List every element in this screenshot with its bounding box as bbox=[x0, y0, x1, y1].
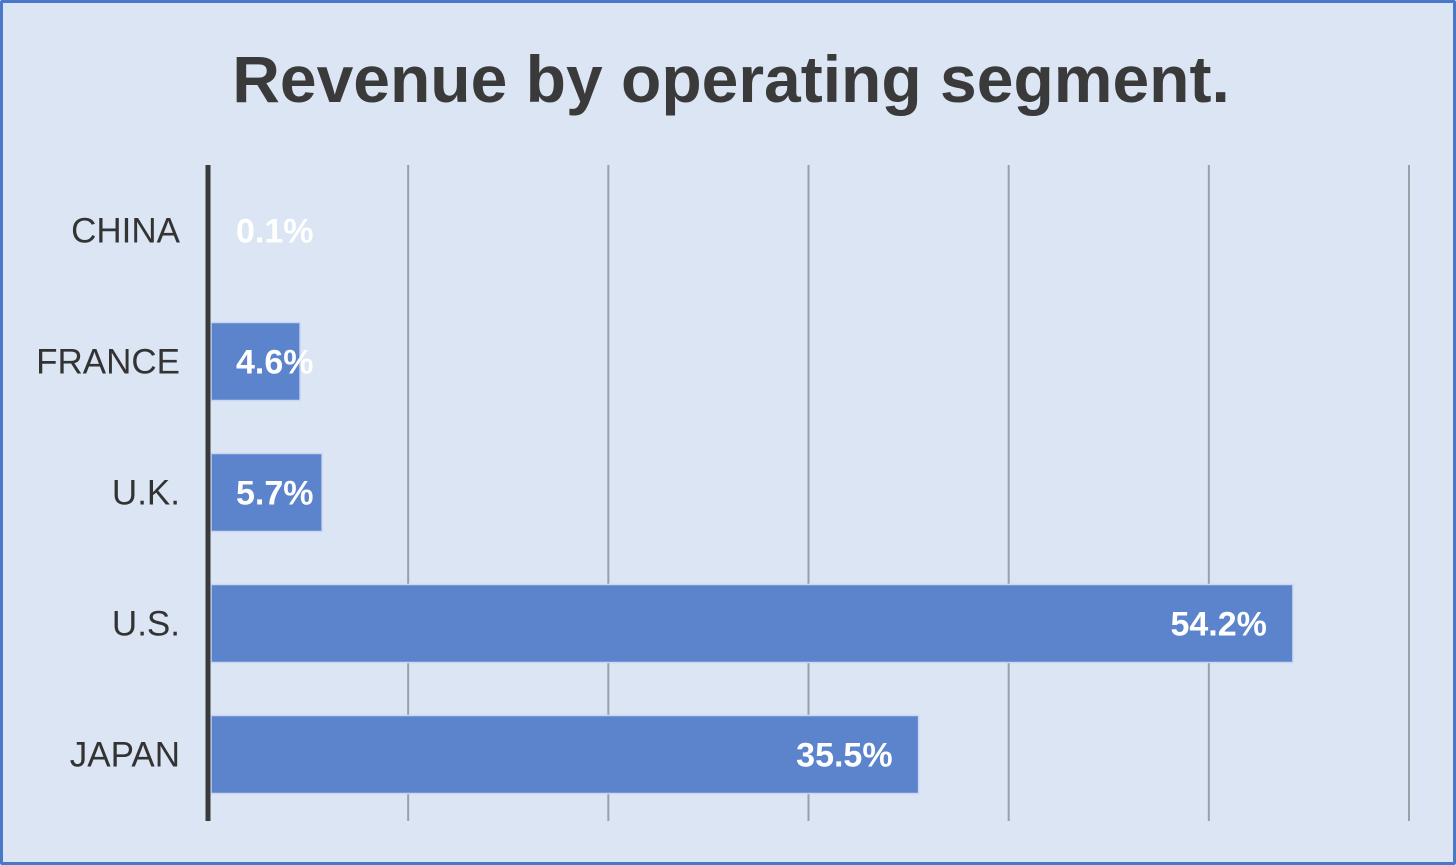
bar bbox=[210, 714, 920, 795]
category-labels: CHINA FRANCE U.K. U.S. JAPAN bbox=[36, 212, 181, 775]
value-label: 5.7% bbox=[236, 475, 314, 513]
value-label: 0.1% bbox=[236, 213, 314, 251]
bars bbox=[210, 321, 1294, 795]
grid-lines bbox=[407, 165, 1410, 821]
value-label: 54.2% bbox=[1170, 606, 1266, 644]
category-label: U.K. bbox=[112, 474, 180, 513]
category-label: U.S. bbox=[112, 605, 180, 644]
value-label: 4.6% bbox=[236, 344, 314, 382]
category-label: CHINA bbox=[71, 212, 181, 251]
bar bbox=[210, 583, 1294, 664]
category-label: JAPAN bbox=[70, 736, 180, 775]
bar-chart: CHINA FRANCE U.K. U.S. JAPAN 0.1% 4.6% 5.7% 54.… bbox=[36, 165, 1410, 821]
bar bbox=[210, 321, 301, 402]
chart-title: Revenue by operating segment. bbox=[232, 42, 1230, 116]
value-labels: 0.1% 4.6% 5.7% 54.2% 35.5% bbox=[236, 213, 1267, 775]
value-label: 35.5% bbox=[796, 737, 892, 775]
category-label: FRANCE bbox=[36, 343, 180, 382]
bar bbox=[210, 452, 323, 533]
